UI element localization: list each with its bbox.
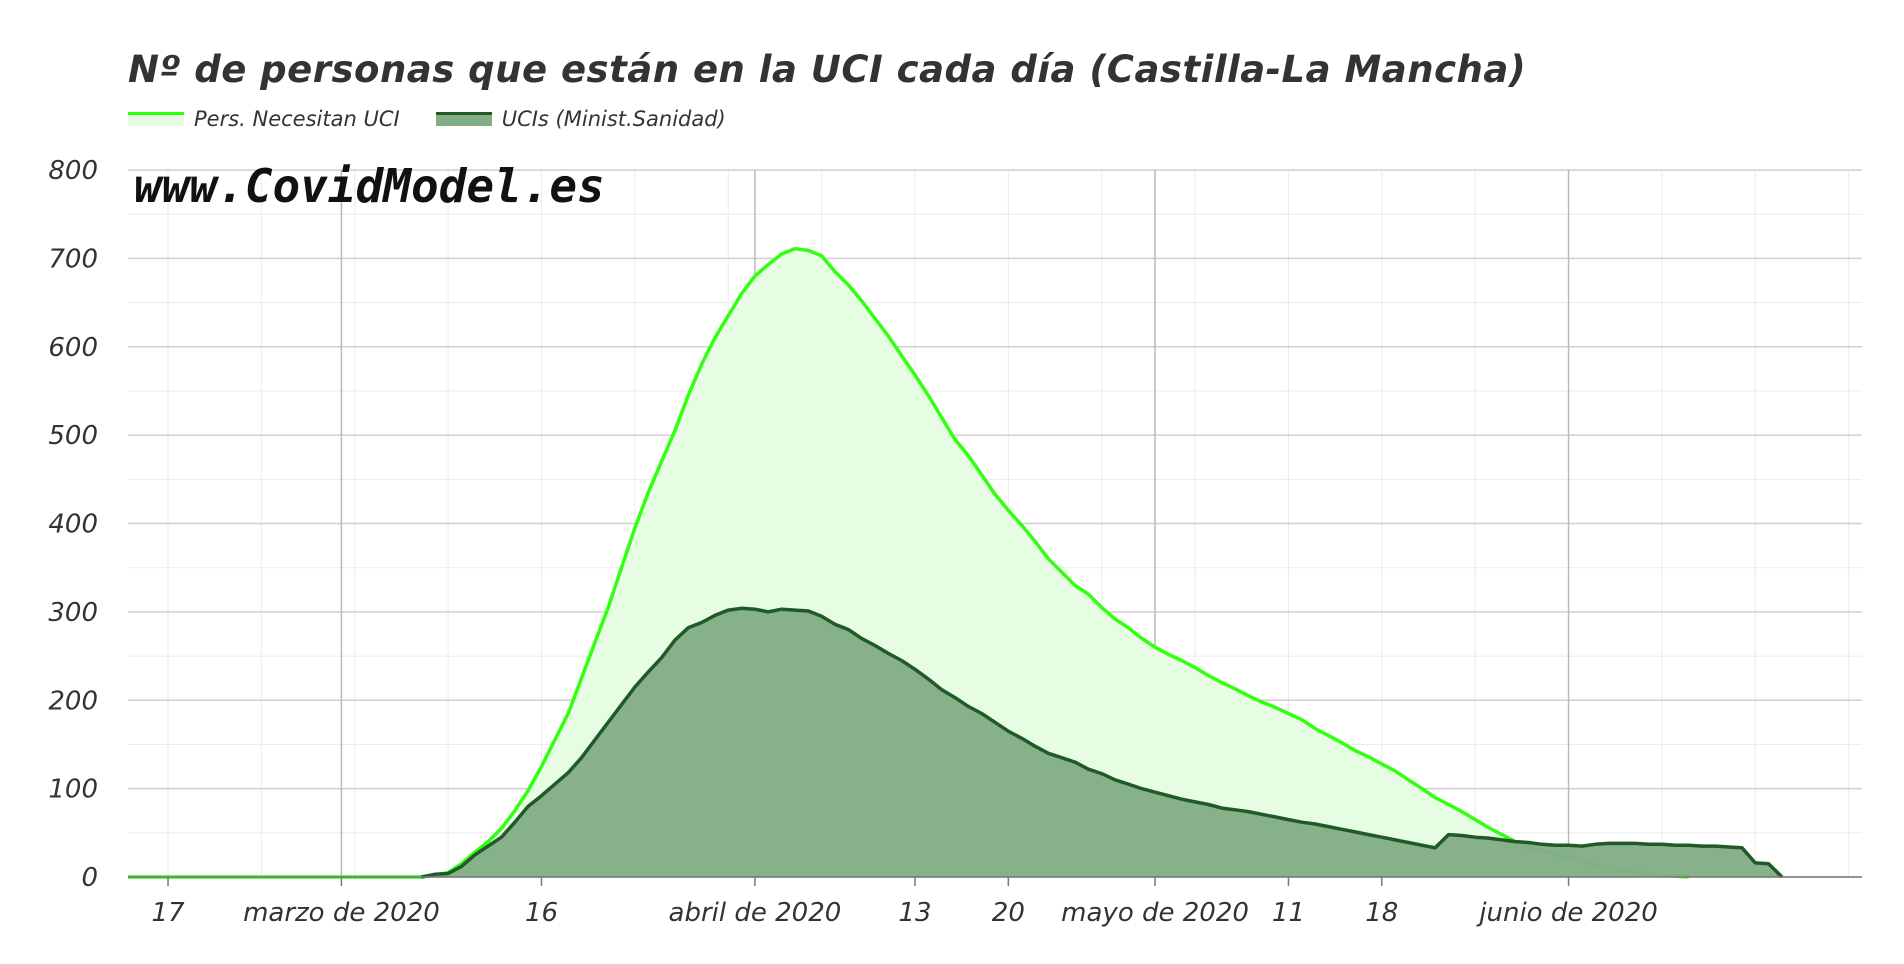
x-tick-label: 11 [1272,898,1305,928]
legend-item-pers-necesitan-uci[interactable]: Pers. Necesitan UCI [128,107,400,131]
series-line-0 [128,246,1689,879]
y-tick-label: 400 [48,510,98,540]
x-tick-label: 20 [992,898,1025,928]
x-tick-label: mayo de 2020 [1061,898,1249,928]
axis-layer: 0 100 200 300 400 500 600 700 800 17 marzo de 2020… [48,156,1862,928]
legend-label-ucis-minist-sanidad: UCIs (Minist.Sanidad) [501,107,726,131]
y-tick-label: 700 [48,244,98,274]
legend-item-ucis-minist-sanidad[interactable]: UCIs (Minist.Sanidad) [435,107,726,131]
x-tick-label: 16 [525,898,558,928]
watermark-text: www.CovidModel.es [134,159,605,213]
y-tick-label: 800 [48,156,98,186]
x-tick-label: abril de 2020 [669,898,842,928]
x-tick-label: 18 [1365,898,1398,928]
y-tick-label: 100 [48,775,98,805]
legend-label-pers-necesitan-uci: Pers. Necesitan UCI [194,107,400,131]
y-tick-label: 200 [48,686,98,716]
legend-swatch-dark-green [435,112,492,126]
x-tick-label: 13 [898,898,931,928]
series-line-1 [421,606,1784,879]
y-tick-label: 600 [48,333,98,363]
legend-swatch-light-green [128,112,184,126]
x-tick-label: marzo de 2020 [243,898,440,928]
x-tick-label: junio de 2020 [1476,898,1658,928]
y-tick-label: 300 [48,598,98,628]
watermark-layer: www.CovidModel.es [134,159,605,213]
y-tick-label: 500 [48,421,98,451]
chart-title: Nº de personas que están en la UCI cada … [128,48,1527,91]
series-layer [128,246,1784,879]
y-tick-label: 0 [81,863,98,893]
chart-legend: Pers. Necesitan UCI UCIs (Minist.Sanidad… [128,104,762,134]
series-area-1 [421,608,1782,877]
x-tick-label: 17 [151,898,185,928]
